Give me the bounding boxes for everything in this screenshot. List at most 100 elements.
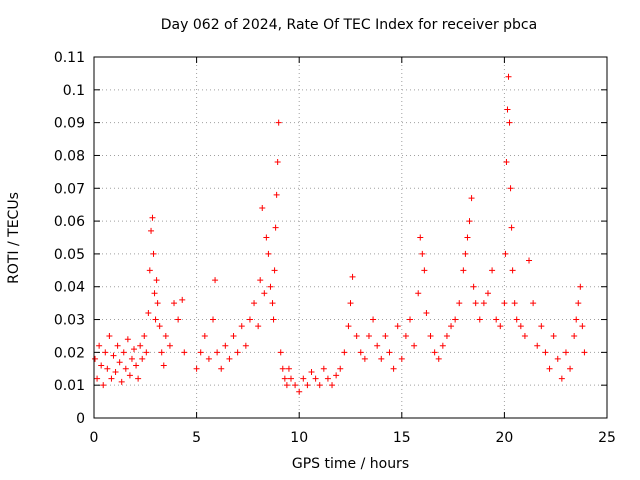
data-point (230, 332, 237, 339)
data-point (137, 342, 144, 349)
axis-ticks (93, 56, 608, 419)
data-point (573, 316, 580, 323)
y-tick-label: 0.06 (54, 214, 85, 230)
x-axis-label: GPS time / hours (291, 456, 410, 472)
data-point (279, 365, 286, 372)
data-point (378, 355, 385, 362)
y-tick-label: 0 (76, 411, 85, 427)
data-point (448, 323, 455, 330)
data-point (149, 214, 156, 221)
data-point (390, 365, 397, 372)
data-point (577, 283, 584, 290)
data-point (411, 342, 418, 349)
data-point (493, 316, 500, 323)
data-point (353, 332, 360, 339)
data-point (166, 342, 173, 349)
data-point (98, 362, 105, 369)
data-point (246, 316, 253, 323)
data-point (274, 159, 281, 166)
data-point (108, 375, 115, 382)
data-point (296, 388, 303, 395)
data-point (234, 349, 241, 356)
data-point (423, 309, 430, 316)
data-point (316, 382, 323, 389)
data-point (285, 365, 292, 372)
data-point (558, 375, 565, 382)
data-point (329, 382, 336, 389)
data-point (275, 119, 282, 126)
data-point (466, 218, 473, 225)
y-tick-label: 0.05 (54, 247, 85, 263)
data-point (361, 355, 368, 362)
data-point (214, 349, 221, 356)
data-point (509, 267, 516, 274)
data-point (126, 372, 133, 379)
data-point (427, 332, 434, 339)
y-tick-label: 0.07 (54, 181, 85, 197)
data-point (175, 316, 182, 323)
data-point (507, 185, 514, 192)
data-point (546, 365, 553, 372)
data-point (283, 382, 290, 389)
data-point (277, 349, 284, 356)
data-point (581, 349, 588, 356)
chart-title: Day 062 of 2024, Rate Of TEC Index for r… (160, 17, 538, 33)
data-point (386, 349, 393, 356)
data-point (415, 290, 422, 297)
data-point (271, 267, 278, 274)
data-point (146, 267, 153, 274)
data-point (337, 365, 344, 372)
y-tick-label: 0.11 (54, 50, 85, 66)
data-point (210, 316, 217, 323)
data-point (508, 224, 515, 231)
data-point (141, 332, 148, 339)
data-point (263, 234, 270, 241)
data-point (349, 273, 356, 280)
y-tick-label: 0.01 (54, 378, 85, 394)
x-tick-label: 5 (192, 430, 201, 446)
data-point (151, 290, 158, 297)
data-point (118, 378, 125, 385)
data-point (179, 296, 186, 303)
data-point (526, 257, 533, 264)
data-point (257, 277, 264, 284)
data-point (135, 375, 142, 382)
data-point (530, 300, 537, 307)
data-point (281, 375, 288, 382)
data-point (470, 283, 477, 290)
data-point (242, 342, 249, 349)
data-point (374, 342, 381, 349)
data-point (513, 316, 520, 323)
x-tick-label: 25 (598, 430, 616, 446)
data-point (92, 355, 99, 362)
data-point (443, 332, 450, 339)
data-point (133, 362, 140, 369)
data-point (550, 332, 557, 339)
data-point (104, 365, 111, 372)
data-point (154, 300, 161, 307)
data-point (398, 355, 405, 362)
data-point (116, 359, 123, 366)
x-tick-label: 20 (495, 430, 513, 446)
data-point (212, 277, 219, 284)
plot-frame (93, 56, 608, 419)
data-point (419, 250, 426, 257)
data-point (421, 267, 428, 274)
x-tick-label: 0 (90, 430, 99, 446)
data-point (521, 332, 528, 339)
data-point (534, 342, 541, 349)
data-point (571, 332, 578, 339)
data-point (96, 342, 103, 349)
data-point (139, 355, 146, 362)
data-point (270, 316, 277, 323)
data-point (468, 195, 475, 202)
y-tick-label: 0.09 (54, 116, 85, 132)
data-point (324, 375, 331, 382)
data-point (124, 336, 131, 343)
data-point (517, 323, 524, 330)
data-point (128, 355, 135, 362)
data-point (171, 300, 178, 307)
data-point (579, 323, 586, 330)
data-point (269, 300, 276, 307)
